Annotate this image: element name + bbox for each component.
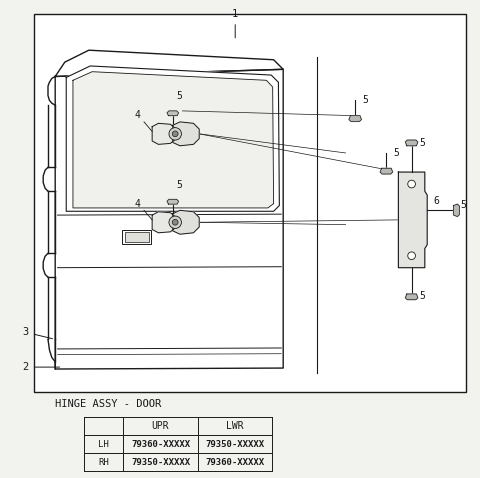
Text: 5: 5 [420, 139, 425, 148]
Polygon shape [73, 72, 274, 208]
Polygon shape [55, 69, 283, 369]
Polygon shape [405, 140, 418, 146]
Text: HINGE ASSY - DOOR: HINGE ASSY - DOOR [55, 399, 161, 409]
Polygon shape [454, 204, 459, 217]
Polygon shape [173, 210, 199, 234]
Text: 6: 6 [433, 196, 439, 206]
Polygon shape [349, 116, 361, 121]
Text: RH: RH [98, 458, 109, 467]
Text: 5: 5 [393, 148, 399, 158]
Text: LWR: LWR [226, 421, 244, 431]
Text: 5: 5 [362, 96, 368, 105]
Bar [125, 232, 149, 242]
Polygon shape [55, 50, 283, 76]
Circle shape [408, 252, 415, 260]
Circle shape [169, 128, 181, 140]
Text: 2: 2 [23, 362, 60, 372]
Text: 4: 4 [135, 199, 141, 209]
Polygon shape [398, 172, 427, 268]
Polygon shape [152, 212, 176, 233]
Text: 1: 1 [232, 9, 239, 38]
Text: 79360-XXXXX: 79360-XXXXX [205, 458, 264, 467]
Text: LH: LH [98, 440, 109, 448]
Bar [34, 14, 466, 392]
Text: 5: 5 [177, 180, 182, 190]
Text: 79350-XXXXX: 79350-XXXXX [205, 440, 264, 448]
Text: 79350-XXXXX: 79350-XXXXX [131, 458, 190, 467]
Circle shape [408, 180, 415, 188]
Polygon shape [152, 123, 176, 144]
Circle shape [172, 131, 178, 137]
Text: 5: 5 [461, 200, 467, 209]
Polygon shape [167, 111, 179, 116]
Polygon shape [173, 122, 199, 146]
Circle shape [172, 219, 178, 225]
Polygon shape [405, 294, 418, 300]
Text: UPR: UPR [152, 421, 169, 431]
Text: 3: 3 [23, 327, 52, 339]
Circle shape [169, 216, 181, 228]
Text: 5: 5 [177, 91, 182, 101]
Text: 5: 5 [420, 292, 425, 301]
Polygon shape [167, 199, 179, 204]
Polygon shape [380, 168, 393, 174]
Polygon shape [66, 66, 279, 211]
Bar [122, 230, 151, 244]
Text: 4: 4 [135, 110, 141, 120]
Text: 79360-XXXXX: 79360-XXXXX [131, 440, 190, 448]
